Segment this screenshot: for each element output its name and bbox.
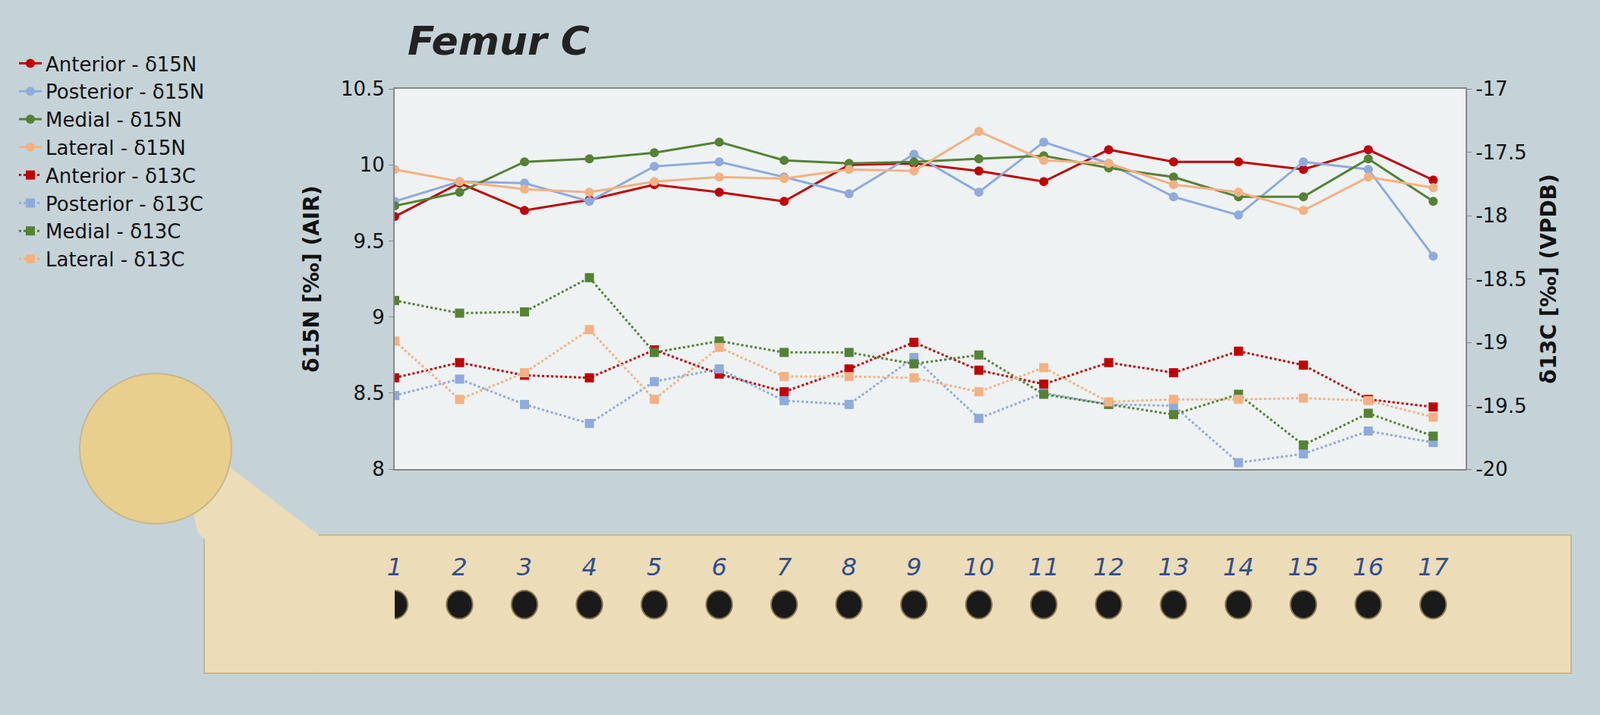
svg-text:7: 7 [776, 552, 793, 582]
svg-text:10.5: 10.5 [340, 77, 385, 101]
svg-text:Lateral - δ15N: Lateral - δ15N [45, 136, 186, 160]
svg-text:Medial - δ13C: Medial - δ13C [45, 220, 181, 243]
svg-text:-20: -20 [1475, 457, 1508, 481]
svg-text:4: 4 [581, 552, 597, 582]
svg-text:8: 8 [371, 457, 385, 481]
svg-text:1: 1 [387, 552, 403, 582]
svg-text:8.5: 8.5 [352, 381, 385, 405]
svg-text:9.5: 9.5 [352, 229, 385, 253]
svg-text:15: 15 [1288, 552, 1320, 582]
svg-text:9: 9 [371, 305, 385, 329]
svg-text:-19: -19 [1475, 330, 1508, 354]
svg-text:Anterior - δ15N: Anterior - δ15N [45, 53, 197, 76]
svg-text:-17: -17 [1475, 77, 1508, 101]
svg-text:Femur C: Femur C [407, 18, 590, 64]
svg-text:Medial - δ15N: Medial - δ15N [45, 108, 183, 132]
svg-text:3: 3 [516, 552, 533, 582]
svg-text:17: 17 [1417, 552, 1449, 582]
svg-text:Anterior - δ13C: Anterior - δ13C [45, 164, 196, 188]
svg-text:6: 6 [711, 552, 727, 582]
svg-text:8: 8 [840, 552, 857, 582]
svg-text:10: 10 [963, 552, 995, 582]
svg-text:-17.5: -17.5 [1475, 141, 1527, 164]
svg-text:δ13C [‰] (VPDB): δ13C [‰] (VPDB) [1536, 173, 1562, 385]
svg-text:-19.5: -19.5 [1475, 394, 1527, 418]
svg-text:13: 13 [1158, 552, 1190, 582]
svg-text:2: 2 [451, 552, 467, 582]
svg-text:Posterior - δ15N: Posterior - δ15N [45, 80, 205, 104]
svg-text:9: 9 [906, 552, 922, 582]
svg-text:δ15N [‰] (AIR): δ15N [‰] (AIR) [299, 185, 325, 372]
svg-text:11: 11 [1028, 552, 1060, 582]
svg-text:14: 14 [1222, 552, 1254, 582]
svg-text:-18.5: -18.5 [1475, 267, 1527, 291]
svg-text:Lateral - δ13C: Lateral - δ13C [45, 248, 186, 271]
svg-text:-18: -18 [1475, 204, 1508, 227]
svg-text:Posterior - δ13C: Posterior - δ13C [45, 192, 204, 216]
svg-text:12: 12 [1092, 552, 1125, 582]
svg-text:16: 16 [1352, 552, 1384, 582]
svg-text:5: 5 [646, 552, 662, 582]
svg-text:10: 10 [359, 153, 385, 177]
